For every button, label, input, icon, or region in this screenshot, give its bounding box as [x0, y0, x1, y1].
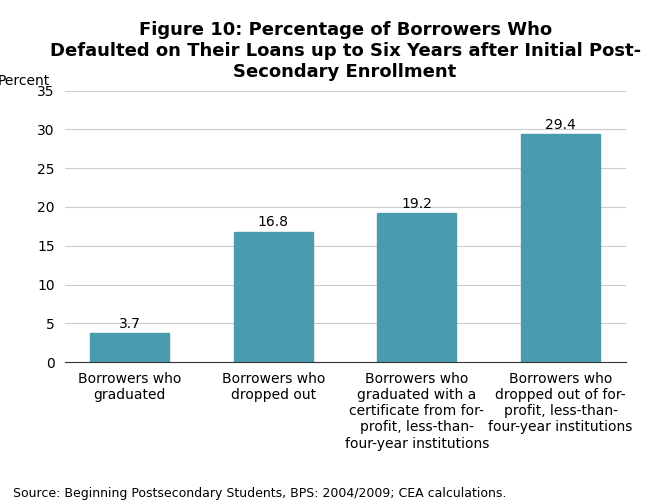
Bar: [90, 333, 169, 362]
Text: 3.7: 3.7: [119, 317, 141, 331]
Bar: [521, 134, 600, 362]
Text: Source: Beginning Postsecondary Students, BPS: 2004/2009; CEA calculations.: Source: Beginning Postsecondary Students…: [13, 487, 506, 500]
Text: Percent: Percent: [0, 74, 50, 88]
Text: 19.2: 19.2: [401, 197, 432, 211]
Text: 16.8: 16.8: [258, 215, 289, 229]
Bar: [233, 232, 313, 362]
Text: 29.4: 29.4: [545, 118, 576, 132]
Title: Figure 10: Percentage of Borrowers Who
Defaulted on Their Loans up to Six Years : Figure 10: Percentage of Borrowers Who D…: [50, 21, 640, 80]
Bar: [377, 213, 457, 362]
